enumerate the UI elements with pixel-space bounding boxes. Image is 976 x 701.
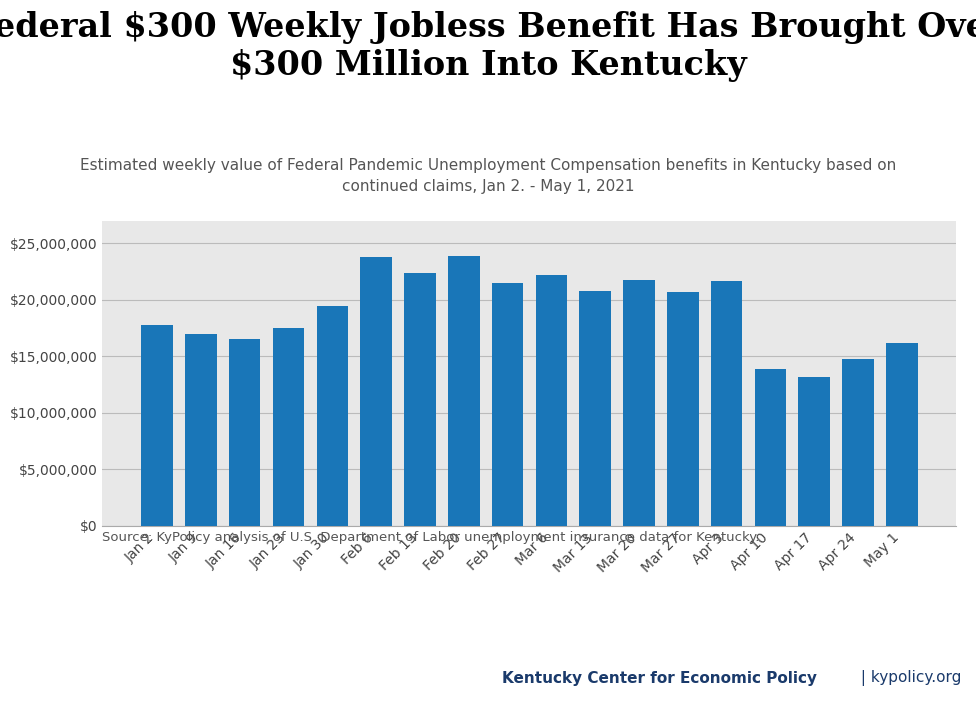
Bar: [272, 328, 305, 526]
Bar: [404, 273, 435, 526]
Bar: [185, 334, 217, 526]
Bar: [624, 280, 655, 526]
Bar: [580, 291, 611, 526]
Bar: [842, 359, 874, 526]
Text: Source: KyPolicy analysis of U.S. Department of Labor unemployment insurance dat: Source: KyPolicy analysis of U.S. Depart…: [102, 531, 760, 545]
Bar: [711, 280, 743, 526]
Bar: [536, 275, 567, 526]
Bar: [142, 325, 173, 526]
Text: Federal $300 Weekly Jobless Benefit Has Brought Over
$300 Million Into Kentucky: Federal $300 Weekly Jobless Benefit Has …: [0, 11, 976, 82]
Bar: [229, 339, 261, 526]
Text: | kypolicy.org: | kypolicy.org: [856, 670, 961, 686]
Text: Estimated weekly value of Federal Pandemic Unemployment Compensation benefits in: Estimated weekly value of Federal Pandem…: [80, 158, 896, 193]
Bar: [316, 306, 348, 526]
Bar: [492, 283, 523, 526]
Bar: [886, 343, 917, 526]
Bar: [754, 369, 787, 526]
Bar: [798, 376, 830, 526]
Bar: [448, 256, 479, 526]
Bar: [667, 292, 699, 526]
Text: Kentucky Center for Economic Policy: Kentucky Center for Economic Policy: [502, 671, 817, 686]
Bar: [360, 257, 392, 526]
